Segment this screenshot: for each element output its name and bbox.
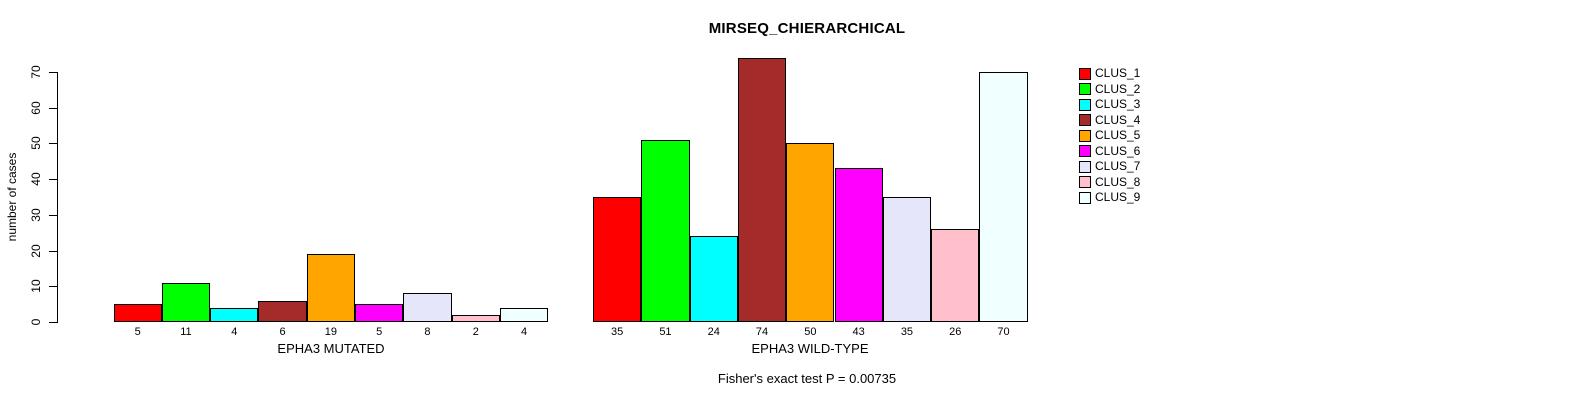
y-tick-mark [49,214,57,216]
bar-value-label: 2 [472,326,479,338]
bar-clus_1-group2 [593,197,642,322]
legend-swatch-clus_4 [1079,114,1091,126]
bar-value-label: 4 [231,326,238,338]
bar-clus_6-group2 [834,168,883,322]
bar-value-label: 43 [852,326,865,338]
legend-swatch-clus_8 [1079,176,1091,188]
legend-swatch-clus_9 [1079,191,1091,204]
y-tick-mark [49,250,57,252]
y-tick-label: 30 [28,208,43,222]
bar-value-label: 11 [180,326,192,338]
legend-swatch-clus_7 [1079,160,1091,173]
bar-value-label: 70 [997,326,1010,338]
legend-label-clus_8: CLUS_8 [1095,174,1141,189]
bar-value-label: 26 [949,326,962,338]
legend-label-clus_4: CLUS_4 [1095,112,1141,127]
bar-clus_7-group2 [882,197,932,322]
bar-clus_2-group2 [641,139,690,322]
y-tick-mark [49,72,57,73]
y-tick-label: 0 [28,318,43,326]
x-axis-label-mutated: EPHA3 MUTATED [277,341,385,356]
bar-clus_2-group1 [161,282,211,322]
bar-clus_8-group2 [931,229,980,322]
y-tick-mark [49,322,57,323]
legend-swatch-clus_5 [1079,129,1091,142]
bar-value-label: 19 [324,326,337,338]
y-tick-label: 10 [28,279,43,293]
fisher-test-annotation: Fisher's exact test P = 0.00735 [717,371,897,386]
y-tick-label: 60 [28,101,43,115]
bar-value-label: 5 [134,326,141,338]
bar-value-label: 50 [804,326,817,338]
legend-label-clus_5: CLUS_5 [1095,128,1141,142]
y-tick-label: 50 [28,136,43,151]
bar-clus_1-group1 [113,304,162,322]
bar-clus_8-group1 [451,314,500,322]
bar-clus_3-group2 [689,236,738,322]
bar-value-label: 4 [520,326,528,338]
y-tick-mark [49,179,57,181]
legend-label-clus_2: CLUS_2 [1095,81,1141,96]
bar-clus_3-group1 [210,307,259,322]
legend-label-clus_3: CLUS_3 [1095,97,1141,111]
legend-label-clus_1: CLUS_1 [1095,66,1141,80]
y-tick-label: 20 [28,243,43,258]
legend-swatch-clus_1 [1079,67,1091,80]
legend-label-clus_6: CLUS_6 [1095,143,1141,158]
bar-value-label: 35 [900,326,914,338]
chart-title: MIRSEQ_CHIERARCHICAL [708,20,906,37]
legend-label-clus_9: CLUS_9 [1095,190,1141,204]
y-tick-label: 40 [28,172,43,186]
y-tick-mark [49,286,57,288]
y-tick-mark [49,143,57,145]
legend-swatch-clus_3 [1079,98,1091,111]
bar-value-label: 6 [279,326,286,338]
bar-clus_9-group2 [979,72,1028,322]
bar-clus_5-group2 [786,143,835,322]
y-tick-label: 70 [28,65,43,79]
bar-value-label: 51 [659,326,672,338]
bar-value-label: 24 [707,326,720,338]
bar-clus_6-group1 [355,304,404,322]
y-axis-label: number of cases [5,152,19,242]
bar-clus_9-group1 [499,307,549,322]
y-tick-mark [49,107,57,109]
bar-value-label: 35 [611,326,624,338]
legend-swatch-clus_2 [1079,83,1091,95]
legend-label-clus_7: CLUS_7 [1095,159,1141,173]
bar-value-label: 74 [755,326,769,338]
bar-value-label: 5 [376,326,383,338]
bar-clus_4-group1 [258,300,307,322]
y-axis-line [57,72,58,323]
x-axis-label-wildtype: EPHA3 WILD-TYPE [751,341,869,356]
bar-clus_7-group1 [403,293,452,322]
bar-clus_5-group1 [306,254,355,322]
bar-clus_4-group2 [737,57,787,322]
bar-value-label: 8 [424,326,431,338]
legend-swatch-clus_6 [1079,145,1091,157]
